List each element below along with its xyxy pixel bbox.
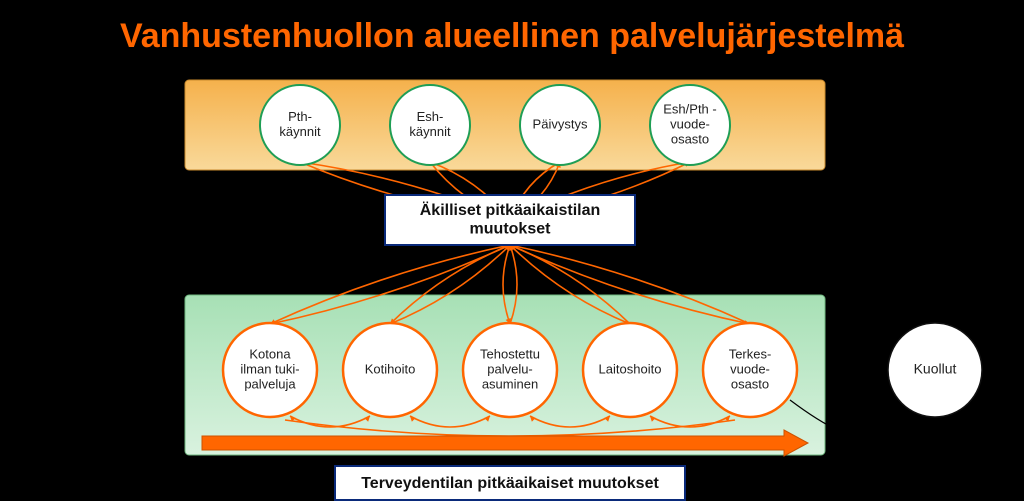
mid-box: Äkilliset pitkäaikaistilanmuutokset <box>385 195 635 245</box>
svg-text:osasto: osasto <box>671 131 709 146</box>
svg-text:Terkes-: Terkes- <box>729 346 772 361</box>
svg-text:palvelu-: palvelu- <box>487 361 533 376</box>
svg-text:osasto: osasto <box>731 376 769 391</box>
bottom-circle-0: Kotonailman tuki-palveluja <box>223 323 317 417</box>
bottom-circle-2: Tehostettupalvelu-asuminen <box>463 323 557 417</box>
svg-text:asuminen: asuminen <box>482 376 538 391</box>
bottom-circle-1: Kotihoito <box>343 323 437 417</box>
svg-text:Kuollut: Kuollut <box>914 361 957 377</box>
svg-text:Terveydentilan pitkäaikaiset m: Terveydentilan pitkäaikaiset muutokset <box>361 475 659 492</box>
svg-text:palveluja: palveluja <box>244 376 296 391</box>
svg-text:Vanhustenhuollon alueellinen p: Vanhustenhuollon alueellinen palvelujärj… <box>120 17 904 55</box>
svg-text:Laitoshoito: Laitoshoito <box>599 361 662 376</box>
svg-text:Pth-: Pth- <box>288 109 312 124</box>
svg-text:Esh-: Esh- <box>417 109 444 124</box>
svg-text:Kotona: Kotona <box>249 346 291 361</box>
svg-text:muutokset: muutokset <box>470 220 552 237</box>
svg-text:Kotihoito: Kotihoito <box>365 361 416 376</box>
bottom-circle-3: Laitoshoito <box>583 323 677 417</box>
svg-text:Esh/Pth -: Esh/Pth - <box>663 101 716 116</box>
svg-text:Äkilliset pitkäaikaistilan: Äkilliset pitkäaikaistilan <box>420 201 601 219</box>
top-circle-2: Päivystys <box>520 85 600 165</box>
diagram-svg: Vanhustenhuollon alueellinen palvelujärj… <box>0 0 1024 501</box>
svg-text:käynnit: käynnit <box>409 124 451 139</box>
side-circle-kuollut: Kuollut <box>888 323 982 417</box>
bottom-box: Terveydentilan pitkäaikaiset muutokset <box>335 466 685 500</box>
top-circle-1: Esh-käynnit <box>390 85 470 165</box>
top-circle-3: Esh/Pth -vuode-osasto <box>650 85 730 165</box>
svg-text:vuode-: vuode- <box>730 361 770 376</box>
svg-text:vuode-: vuode- <box>670 116 710 131</box>
svg-text:Tehostettu: Tehostettu <box>480 346 540 361</box>
svg-text:käynnit: käynnit <box>279 124 321 139</box>
svg-text:ilman tuki-: ilman tuki- <box>240 361 299 376</box>
bottom-circle-4: Terkes-vuode-osasto <box>703 323 797 417</box>
top-circle-0: Pth-käynnit <box>260 85 340 165</box>
svg-text:Päivystys: Päivystys <box>533 116 588 131</box>
